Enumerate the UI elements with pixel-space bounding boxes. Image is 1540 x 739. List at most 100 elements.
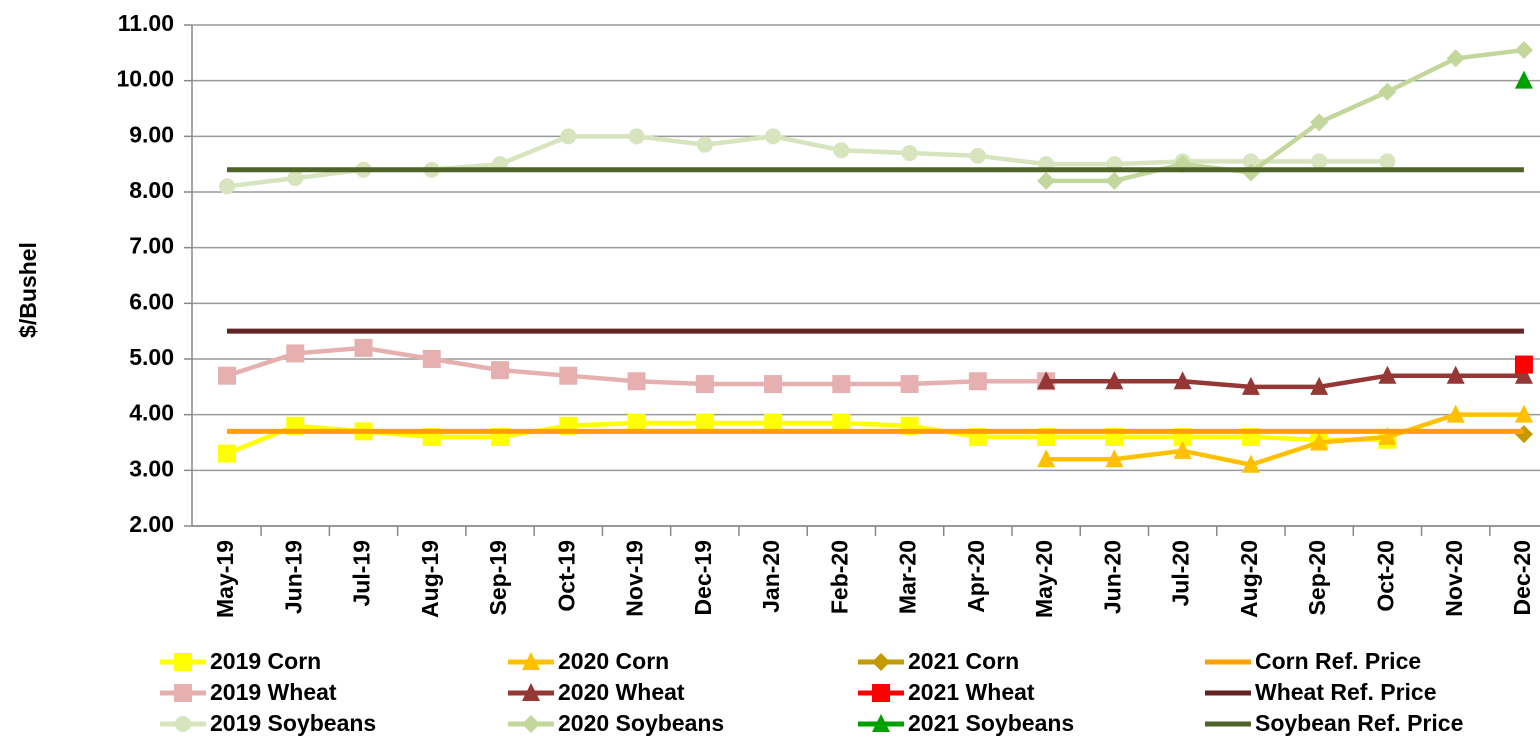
series-marker (627, 414, 646, 433)
series-marker (1310, 432, 1329, 451)
legend-label: Soybean Ref. Price (1255, 710, 1463, 736)
series-marker (1446, 404, 1465, 423)
series-marker (218, 444, 236, 463)
legend-label: 2021 Wheat (908, 679, 1035, 705)
x-tick-label: Apr-20 (963, 540, 989, 613)
x-tick-label: Sep-20 (1304, 540, 1330, 615)
series-marker (1379, 153, 1396, 170)
y-tick-label: 3.00 (129, 455, 174, 481)
series-marker (1514, 355, 1533, 374)
x-tick-label: Aug-19 (417, 540, 443, 618)
series-marker (1378, 82, 1397, 101)
series-marker (695, 414, 714, 433)
y-tick-label: 6.00 (129, 288, 174, 314)
series-marker (900, 375, 919, 394)
series-marker (1514, 365, 1533, 384)
y-tick-label: 5.00 (129, 344, 174, 370)
x-tick-label: Nov-20 (1441, 540, 1467, 617)
series-marker (218, 366, 236, 385)
x-tick-label: Feb-20 (826, 540, 852, 614)
x-tick-label: Oct-20 (1372, 540, 1398, 612)
series-marker (1514, 70, 1533, 89)
y-tick-label: 11.00 (118, 10, 174, 36)
series-marker (765, 128, 782, 145)
legend-marker (174, 684, 192, 702)
series-line (226, 420, 1388, 456)
series-marker (1446, 365, 1465, 384)
y-tick-label: 7.00 (129, 233, 174, 259)
series-marker (1105, 449, 1124, 468)
y-tick-label: 8.00 (129, 177, 174, 203)
legend-marker (174, 653, 192, 671)
series-marker (219, 178, 235, 195)
series-marker (764, 375, 783, 394)
x-tick-label: Dec-19 (690, 540, 716, 615)
series-marker (1310, 113, 1329, 132)
x-tick-label: Mar-20 (895, 540, 921, 614)
series-marker (764, 414, 783, 433)
series-line (1046, 47, 1525, 184)
series-marker (833, 142, 850, 159)
series-marker (968, 372, 987, 391)
x-tick-label: Sep-19 (485, 540, 511, 615)
series-marker (422, 350, 441, 368)
y-tick-label: 2.00 (129, 511, 174, 537)
y-tick-label: 9.00 (129, 121, 174, 147)
series-marker (1514, 404, 1533, 423)
series-marker (1446, 49, 1465, 68)
series-marker (1378, 426, 1397, 445)
legend-label: 2020 Wheat (558, 679, 685, 705)
series-marker (696, 136, 713, 153)
series-marker (286, 344, 305, 363)
series-marker (627, 372, 646, 391)
series-marker (695, 375, 714, 394)
series-marker (1173, 440, 1192, 459)
series-marker (1310, 376, 1329, 395)
x-tick-label: Jan-20 (758, 540, 784, 613)
y-axis-label: $/Bushel (15, 242, 41, 338)
series-marker (1242, 153, 1259, 170)
legend-marker (522, 715, 540, 733)
x-tick-label: Nov-19 (622, 540, 648, 617)
series-marker (1241, 454, 1260, 473)
series-marker (560, 128, 577, 145)
series-line (1046, 412, 1524, 468)
x-tick-label: Jun-20 (1099, 540, 1125, 614)
series-marker (832, 375, 851, 394)
legend-label: Corn Ref. Price (1255, 648, 1421, 674)
legend-marker (522, 683, 540, 701)
legend-label: Wheat Ref. Price (1255, 679, 1437, 705)
legend-label: 2019 Corn (210, 648, 321, 674)
series-marker (969, 147, 986, 164)
series-marker (1173, 371, 1192, 390)
legend-marker (872, 714, 890, 732)
x-tick-label: Oct-19 (553, 540, 579, 612)
legend-label: 2019 Wheat (210, 679, 337, 705)
x-tick-label: Jul-20 (1168, 540, 1194, 606)
x-tick-label: Aug-20 (1236, 540, 1262, 618)
legend-label: 2021 Soybeans (908, 710, 1074, 736)
legend-label: 2021 Corn (908, 648, 1019, 674)
series-marker (1311, 153, 1328, 170)
series-marker (1037, 449, 1056, 468)
series-marker (1037, 371, 1056, 390)
series-marker (1378, 365, 1397, 384)
series-marker (1241, 376, 1260, 395)
legend-marker (872, 684, 890, 702)
legend-marker (872, 653, 890, 671)
legend-marker (522, 652, 540, 670)
legend-label: 2020 Corn (558, 648, 669, 674)
series-line (1046, 373, 1524, 390)
y-tick-label: 10.00 (116, 66, 174, 92)
series-marker (1105, 171, 1124, 190)
x-tick-label: May-19 (212, 540, 238, 618)
x-tick-label: Dec-20 (1509, 540, 1535, 615)
legend-label: 2019 Soybeans (210, 710, 376, 736)
x-tick-label: Jul-19 (349, 540, 375, 606)
series-marker (287, 170, 304, 187)
series-marker (832, 414, 851, 433)
series-marker (1514, 425, 1533, 444)
series-marker (559, 366, 578, 385)
legend-marker (175, 716, 191, 732)
